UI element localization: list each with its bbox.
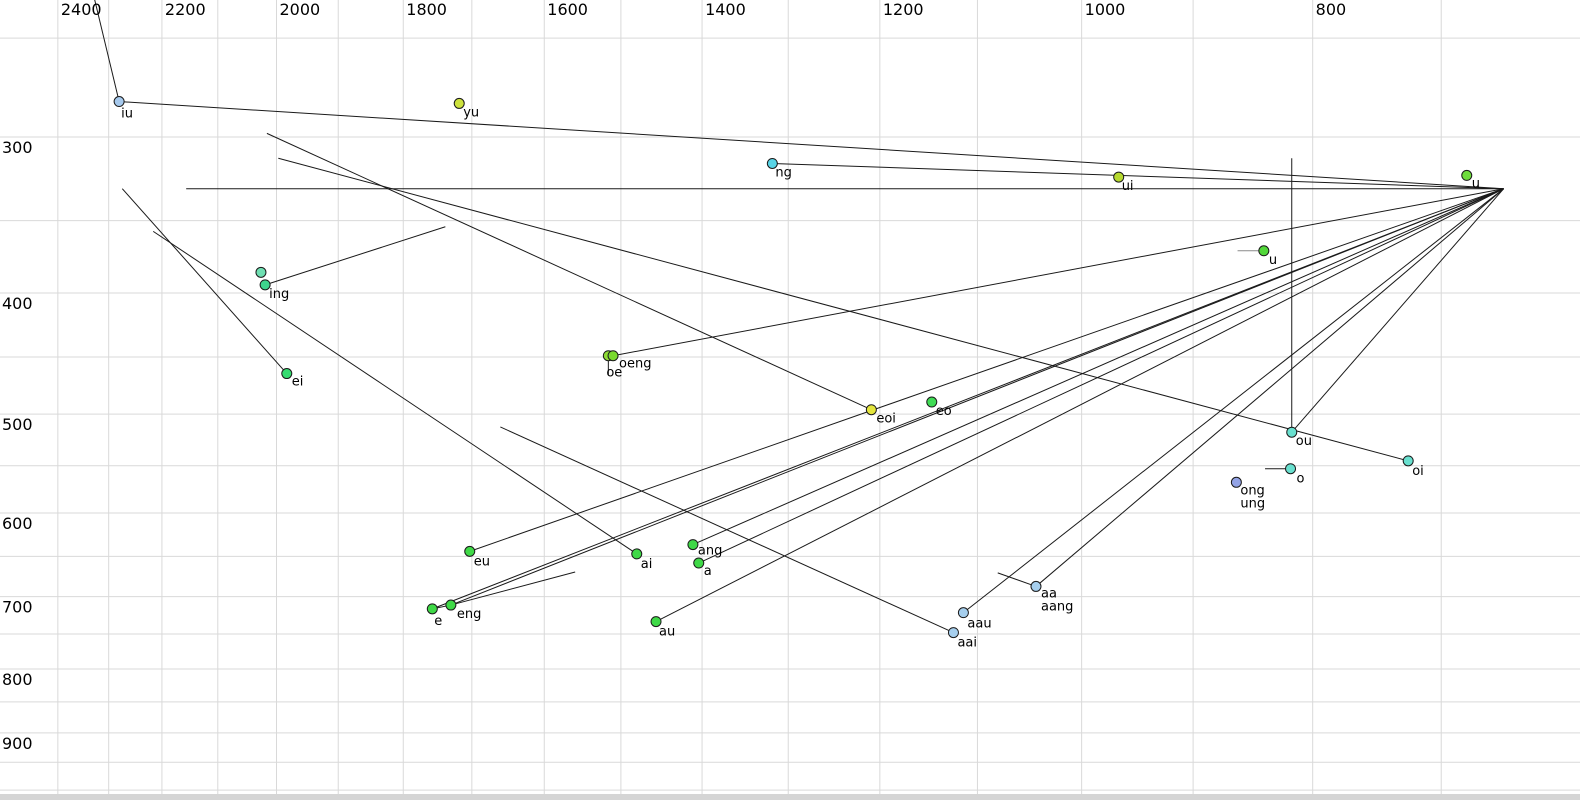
vowel-point-yu[interactable] — [453, 97, 465, 109]
formant-trajectory-line — [655, 188, 1504, 623]
data-points-layer — [113, 96, 1473, 639]
vowel-point-label: e — [434, 614, 442, 629]
vowel-point-aau[interactable] — [957, 607, 969, 619]
formant-trajectory-line — [94, 0, 120, 102]
vowel-point-label: eu — [474, 554, 490, 569]
vowel-point-label: aau — [967, 617, 991, 632]
x-axis-tick-label: 1400 — [705, 0, 746, 19]
formant-trajectory-line — [1291, 188, 1505, 433]
vowel-point[interactable] — [255, 266, 267, 278]
vowel-point-label: iu — [121, 107, 133, 122]
x-axis-tick-label: 1200 — [883, 0, 924, 19]
x-axis-tick-label: 2400 — [61, 0, 102, 19]
formant-trajectory-line — [266, 132, 872, 411]
vowel-point-label: aa — [1041, 586, 1057, 601]
vowel-point-label: eoi — [876, 412, 896, 427]
x-axis-tick-label: 2200 — [165, 0, 206, 19]
vowel-point-eoi[interactable] — [865, 404, 877, 416]
vowel-point-label-secondary: oe — [606, 366, 622, 381]
formant-trajectory-line — [450, 571, 576, 606]
vowel-point-au[interactable] — [650, 616, 662, 628]
vowel-point-label-secondary: aang — [1041, 599, 1073, 614]
vowel-point-label: yu — [463, 105, 479, 120]
vowel-point-ong[interactable] — [1230, 476, 1242, 488]
formant-trajectory-line — [963, 188, 1504, 614]
vowel-point-ou[interactable] — [1286, 426, 1298, 438]
x-axis-tick-label: 800 — [1316, 0, 1347, 19]
vowel-point-a[interactable] — [693, 557, 705, 569]
vowel-point-label: o — [1297, 472, 1305, 487]
vowel-point-label: ei — [292, 375, 304, 390]
vowel-point-u[interactable] — [1258, 245, 1270, 257]
formant-trajectory-line — [500, 426, 954, 634]
formant-trajectory-line — [264, 226, 446, 286]
vowel-point-e[interactable] — [426, 603, 438, 615]
y-axis-tick-label: 300 — [2, 138, 33, 157]
formant-trajectory-line — [612, 188, 1504, 357]
vowel-point-ai[interactable] — [631, 548, 643, 560]
vowel-point-label: aai — [957, 636, 977, 651]
vowel-point-eu[interactable] — [464, 545, 476, 557]
formant-trajectory-line — [119, 101, 1504, 190]
vowel-point-label: ing — [269, 287, 289, 302]
vowel-point-label: ou — [1296, 434, 1312, 449]
formant-trajectory-line — [432, 188, 1504, 610]
vowel-point-ui[interactable] — [1113, 171, 1125, 183]
y-axis-tick-label: 600 — [2, 514, 33, 533]
formant-trajectory-line — [278, 157, 1409, 462]
vowel-point-label: ong — [1240, 483, 1264, 498]
vowel-point-label-secondary: ung — [1240, 496, 1265, 511]
vowel-point-oi[interactable] — [1402, 455, 1414, 467]
vowel-point-label: ang — [698, 544, 722, 559]
y-axis-tick-label: 500 — [2, 415, 33, 434]
trajectory-layer — [94, 0, 1505, 634]
vowel-point-label: eo — [936, 404, 952, 419]
horizontal-scrollbar[interactable] — [0, 794, 1580, 800]
y-axis-tick-label: 900 — [2, 734, 33, 753]
vowel-point-label: oi — [1412, 464, 1424, 479]
vowel-point-label: oeng — [619, 357, 651, 372]
formant-trajectory-line — [692, 188, 1504, 546]
x-axis-tick-label: 1000 — [1085, 0, 1126, 19]
vowel-point-oeng[interactable] — [607, 350, 619, 362]
vowel-point-label: u — [1472, 176, 1480, 191]
x-axis-tick-label: 1800 — [406, 0, 447, 19]
formant-trajectory-line — [1035, 188, 1504, 587]
vowel-point-ing[interactable] — [259, 279, 271, 291]
vowel-point-eng[interactable] — [445, 599, 457, 611]
vowel-point-eo[interactable] — [926, 396, 938, 408]
vowel-point-u[interactable] — [1461, 169, 1473, 181]
vowel-point-ng[interactable] — [766, 157, 778, 169]
vowel-point-iu[interactable] — [113, 96, 125, 108]
vowel-point-label: ai — [641, 557, 653, 572]
vowel-point-label: ui — [1122, 179, 1134, 194]
vowel-point-ei[interactable] — [281, 368, 293, 380]
formant-trajectory-line — [698, 188, 1504, 564]
y-axis-ticks: 3004005006007008009001000 — [2, 138, 43, 800]
vowel-point-aa[interactable] — [1030, 580, 1042, 592]
vowel-point-o[interactable] — [1285, 463, 1297, 475]
formant-trajectory-line — [121, 188, 288, 374]
vowel-point-label: ng — [775, 165, 792, 180]
formant-trajectory-line — [997, 572, 1037, 587]
y-axis-tick-label: 700 — [2, 598, 33, 617]
x-axis-tick-label: 1600 — [547, 0, 588, 19]
vowel-point-label: a — [704, 564, 712, 579]
y-axis-tick-label: 800 — [2, 670, 33, 689]
formant-trajectory-line — [772, 162, 1504, 190]
x-axis-tick-label: 2000 — [280, 0, 321, 19]
formant-trajectory-line — [450, 188, 1504, 606]
formant-trajectory-line — [152, 230, 638, 555]
x-axis-ticks: 2400 2200 2000 1800 1600 1400 1200 1000 800 — [61, 0, 1346, 19]
vowel-point-label: u — [1269, 253, 1277, 268]
vowel-point-ang[interactable] — [687, 539, 699, 551]
y-axis-tick-label: 400 — [2, 294, 33, 313]
vowel-point-aai[interactable] — [947, 627, 959, 639]
vowel-point-label: eng — [457, 607, 482, 622]
vowel-point-label: au — [659, 625, 675, 640]
